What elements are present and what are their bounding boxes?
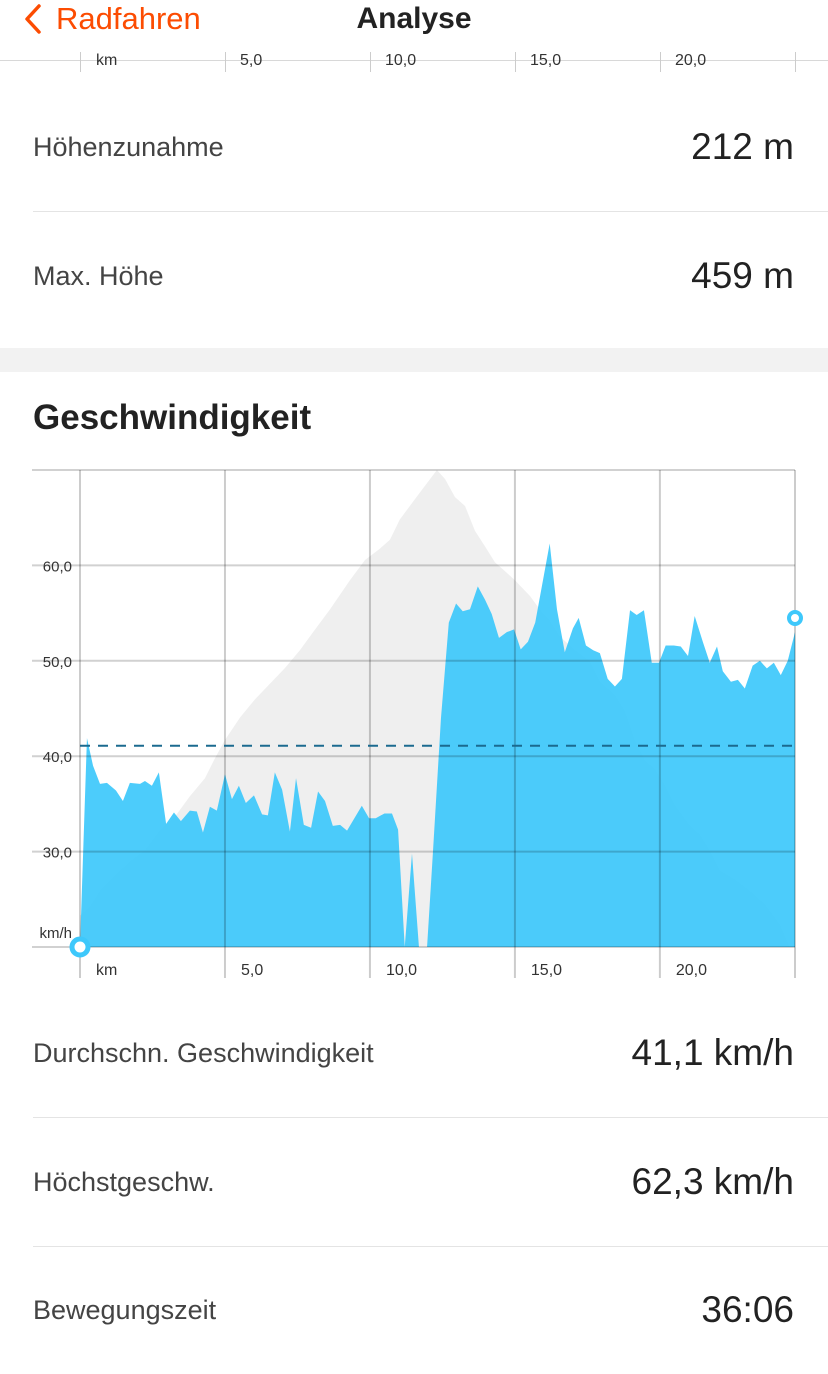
y-tick-label: 30,0 [43,845,72,862]
chevron-left-icon [25,4,41,34]
divider [33,1246,828,1247]
end-marker [787,610,803,626]
x-tick-label: 10,0 [385,52,417,69]
x-tick-label: 20,0 [675,52,707,69]
stat-value: 41,1 km/h [631,1032,794,1073]
speed-area [80,543,795,947]
stat-label: Max. Höhe [33,260,164,291]
stat-row-moving-time: Bewegungszeit 36:06 [33,1280,794,1340]
x-tick-label: 20,0 [676,962,707,979]
start-marker [69,936,91,958]
stat-label: Höchstgeschw. [33,1166,215,1197]
y-tick-label: km/h [39,925,72,942]
section-separator [0,348,828,372]
speed-chart[interactable]: km/h 30,0 40,0 50,0 60,0 km 5,0 10,0 15,0 20,0 [0,460,828,980]
x-tick-label: 15,0 [531,962,562,979]
stat-value: 212 m [691,126,794,167]
stat-row-elevation-gain: Höhenzunahme 212 m [33,117,794,177]
x-tick-label: km [96,52,118,69]
nav-header: Analyse Radfahren km 5,0 10,0 15,0 20,0 [0,0,828,72]
x-tick-label: 10,0 [386,962,417,979]
stat-value: 62,3 km/h [631,1161,794,1202]
stat-label: Höhenzunahme [33,131,224,162]
y-tick-label: 40,0 [43,749,72,766]
stat-row-max-elevation: Max. Höhe 459 m [33,246,794,306]
back-label: Radfahren [56,1,201,36]
stat-value: 459 m [691,255,794,296]
section-title: Geschwindigkeit [33,398,312,437]
stat-row-max-speed: Höchstgeschw. 62,3 km/h [33,1152,794,1212]
divider [33,211,828,212]
stat-value: 36:06 [701,1289,794,1330]
x-tick-label: 5,0 [241,962,263,979]
x-tick-label: 15,0 [530,52,562,69]
y-tick-label: 50,0 [43,654,72,671]
previous-chart-axis: km 5,0 10,0 15,0 20,0 [0,52,828,74]
x-tick-label: km [96,962,117,979]
stat-row-avg-speed: Durchschn. Geschwindigkeit 41,1 km/h [33,1023,794,1083]
back-button[interactable]: Radfahren [24,0,201,38]
x-tick-label: 5,0 [240,52,263,69]
stat-label: Durchschn. Geschwindigkeit [33,1037,374,1068]
stat-label: Bewegungszeit [33,1294,217,1325]
divider [33,1117,828,1118]
y-tick-label: 60,0 [43,558,72,575]
